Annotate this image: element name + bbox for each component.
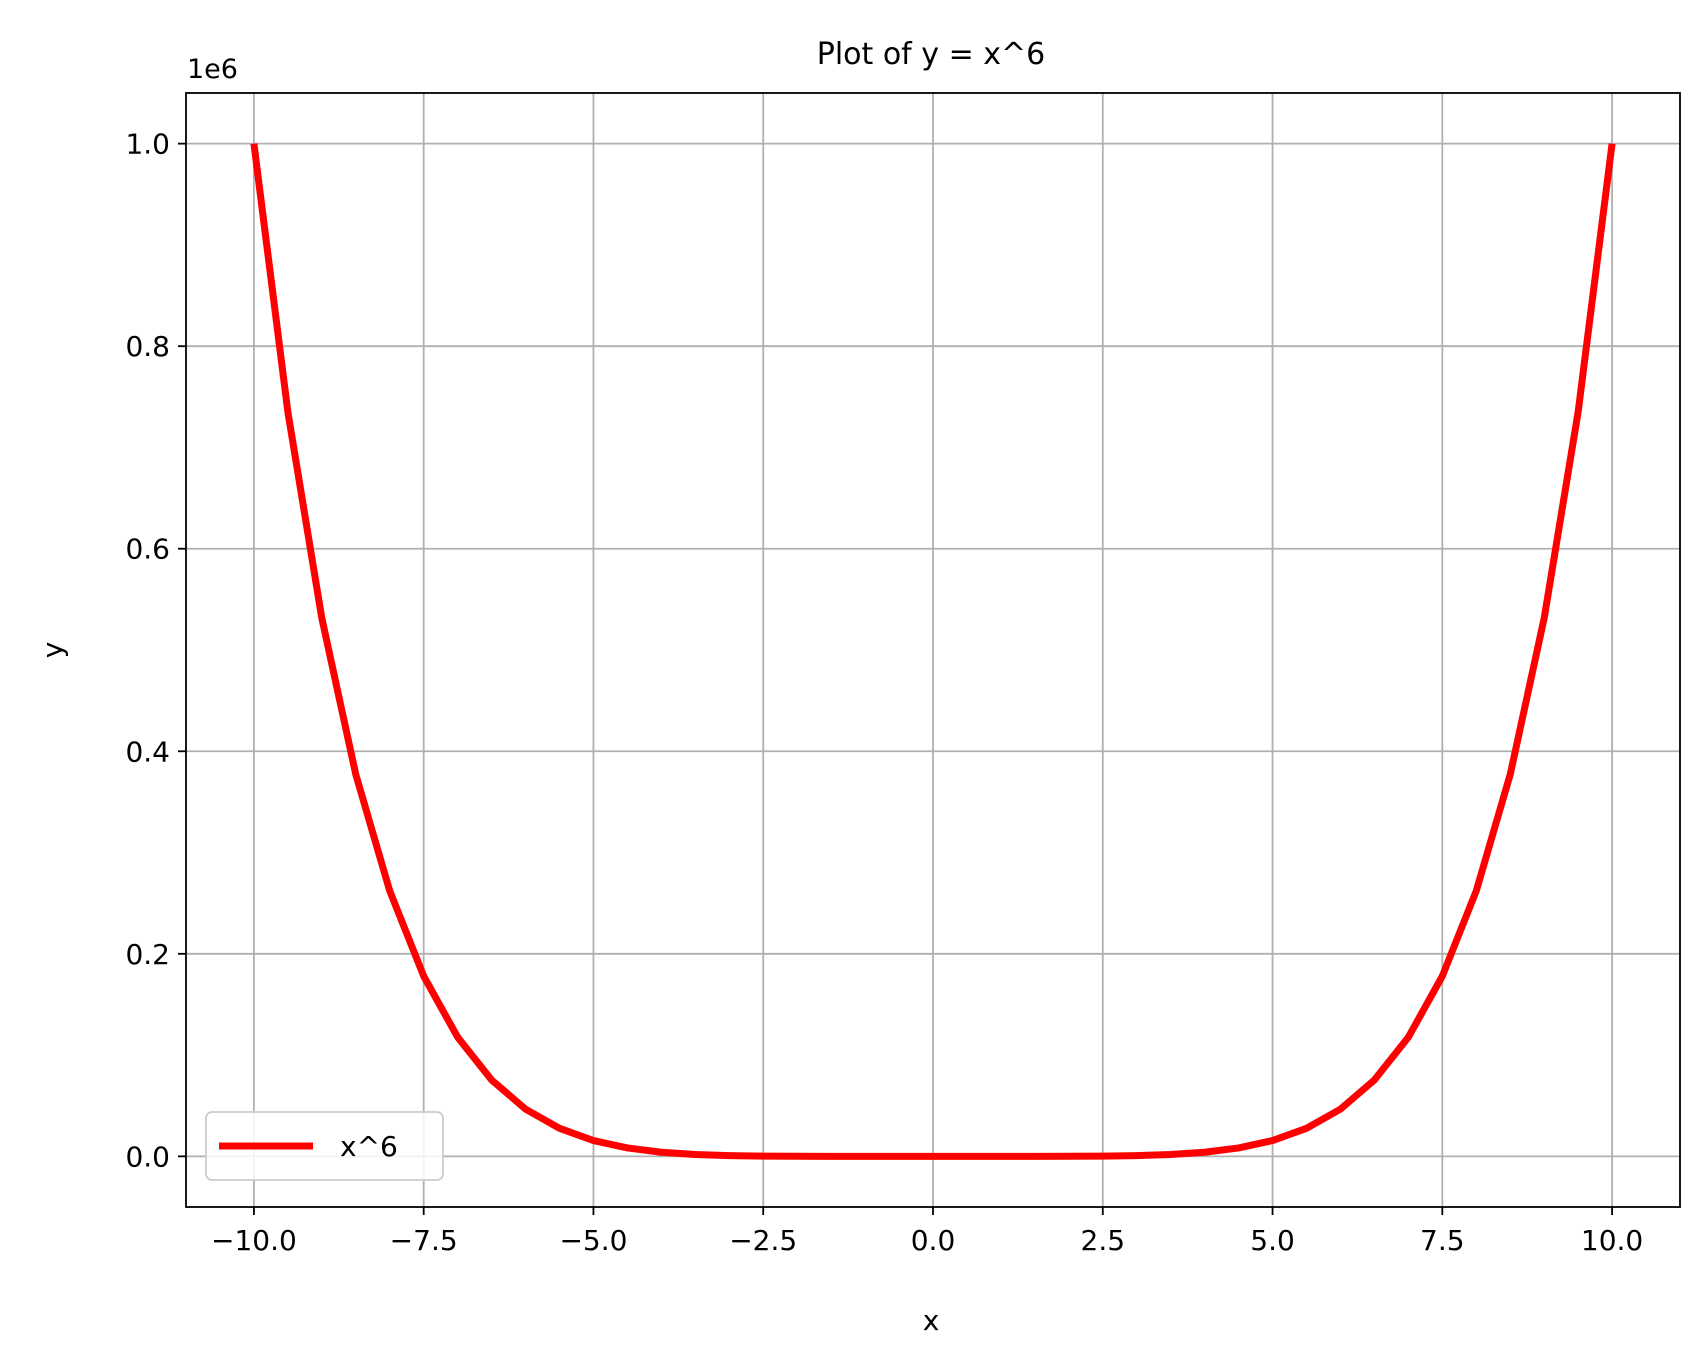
x-tick-label: 10.0 bbox=[1581, 1224, 1643, 1257]
y-offset-label: 1e6 bbox=[187, 54, 238, 85]
x-tick-label: 7.5 bbox=[1420, 1224, 1465, 1257]
legend-box bbox=[205, 1111, 444, 1181]
y-tick-label: 0.6 bbox=[125, 533, 170, 566]
x-tick-label: 2.5 bbox=[1081, 1224, 1126, 1257]
y-tick-label: 0.8 bbox=[125, 330, 170, 363]
tick-layer: −10.0 −7.5 −5.0 −2.5 0.0 2.5 5.0 7.5 10.0 0.0 0.2 0… bbox=[125, 128, 1643, 1257]
x-tick-label: −5.0 bbox=[559, 1224, 627, 1257]
x-tick-label: −7.5 bbox=[390, 1224, 458, 1257]
y-tick-label: 0.0 bbox=[125, 1140, 170, 1173]
y-tick-label: 0.2 bbox=[125, 938, 170, 971]
x-tick-label: −2.5 bbox=[729, 1224, 797, 1257]
y-tick-label: 0.4 bbox=[125, 735, 170, 768]
legend: x^6 bbox=[205, 1111, 444, 1181]
series-layer bbox=[250, 143, 1616, 1160]
x-tick-label: 5.0 bbox=[1250, 1224, 1295, 1257]
series-line-x6 bbox=[250, 143, 1616, 1160]
y-axis-label: y bbox=[36, 642, 69, 659]
chart-title: Plot of y = x^6 bbox=[817, 37, 1045, 72]
y-tick-label: 1.0 bbox=[125, 128, 170, 161]
x-tick-label: −10.0 bbox=[211, 1224, 297, 1257]
x-axis-label: x bbox=[923, 1304, 940, 1337]
legend-label: x^6 bbox=[340, 1130, 398, 1163]
x-tick-label: 0.0 bbox=[911, 1224, 956, 1257]
